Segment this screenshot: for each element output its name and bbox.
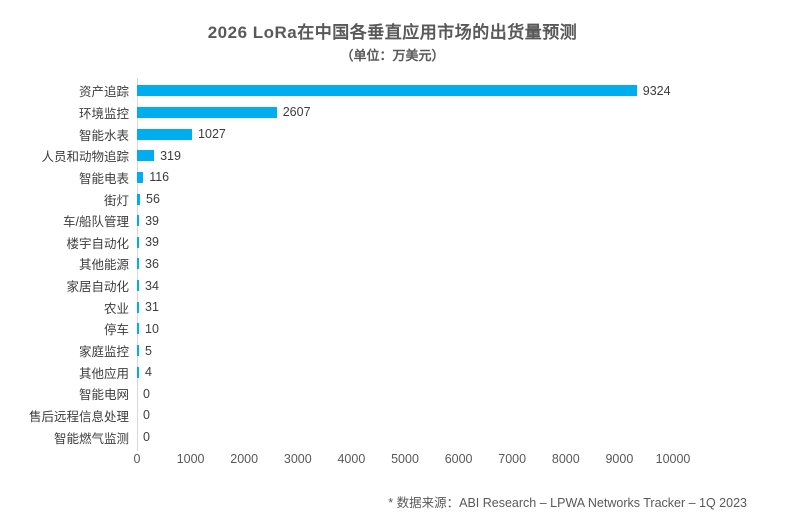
bar-track: 39 [137, 231, 774, 253]
bar-track: 10 [137, 318, 774, 340]
bar-track: 1027 [137, 123, 774, 145]
bar-track: 0 [137, 405, 774, 427]
x-tick-label: 3000 [283, 452, 312, 466]
plot-area: 资产追踪 9324 环境监控 2607 智能水表 1027 人员和动物追踪 319 智能电表 11… [12, 78, 774, 451]
value-label: 4 [145, 365, 152, 380]
category-label: 智能电表 [78, 171, 129, 186]
chart-title: 2026 LoRa在中国各垂直应用市场的出货量预测 [207, 23, 578, 42]
value-label: 116 [149, 170, 170, 185]
bar-track: 5 [137, 340, 774, 362]
bar-track: 0 [137, 426, 774, 448]
bar-row: 农业 31 [12, 296, 774, 318]
bar-row: 资产追踪 9324 [12, 80, 774, 102]
bar-track: 319 [137, 145, 774, 167]
bar-row: 智能燃气监测 0 [12, 426, 774, 448]
value-label: 31 [145, 300, 159, 315]
bar [137, 85, 637, 97]
bar [137, 258, 139, 270]
bar [137, 366, 139, 378]
bar-row: 其他能源 36 [12, 253, 774, 275]
bar-track: 34 [137, 275, 774, 297]
bar-row: 其他应用 4 [12, 361, 774, 383]
category-label: 环境监控 [78, 106, 129, 121]
value-label: 39 [145, 235, 159, 250]
bar-row: 售后远程信息处理 0 [12, 405, 774, 427]
category-label: 人员和动物追踪 [41, 150, 129, 165]
bar-row: 楼宇自动化 39 [12, 231, 774, 253]
bar-track: 36 [137, 253, 774, 275]
x-tick-label: 2000 [230, 452, 259, 466]
bar [137, 236, 140, 248]
bar-track: 56 [137, 188, 774, 210]
category-label: 家庭监控 [78, 345, 129, 359]
value-label: 10 [145, 321, 159, 336]
bar [137, 345, 139, 356]
bar-track: 4 [137, 361, 774, 383]
category-label: 家居自动化 [66, 280, 129, 295]
x-tick-label: 10000 [655, 452, 691, 466]
value-label: 9324 [642, 83, 671, 98]
bar-row: 家庭监控 5 [12, 340, 774, 362]
bar [137, 193, 140, 205]
bar [137, 171, 144, 183]
x-tick-label: 5000 [391, 452, 419, 466]
x-tick-label: 6000 [444, 452, 473, 466]
bar [137, 301, 139, 313]
x-tick-label: 1000 [176, 452, 205, 466]
x-tick-label: 8000 [551, 452, 580, 466]
bar-row: 智能电网 0 [12, 383, 774, 405]
bar-row: 车/船队管理 39 [12, 210, 774, 232]
x-tick-label: 7000 [498, 452, 527, 466]
bar [137, 128, 193, 140]
bar [137, 323, 139, 335]
category-label: 其他能源 [78, 258, 129, 273]
value-label: 2607 [282, 105, 311, 120]
bar-track: 31 [137, 296, 774, 318]
category-label: 楼宇自动化 [66, 236, 129, 251]
bar-row: 人员和动物追踪 319 [12, 145, 774, 167]
value-label: 56 [146, 192, 160, 207]
category-label: 车/船队管理 [63, 215, 129, 230]
category-label: 停车 [103, 323, 129, 338]
value-label: 1027 [198, 127, 226, 142]
chart-subtitle: （单位：万美元） [340, 48, 445, 63]
value-label: 34 [145, 278, 159, 293]
bar [137, 215, 140, 227]
category-label: 其他应用 [78, 366, 129, 381]
bar [137, 280, 139, 292]
category-label: 街灯 [103, 193, 129, 208]
x-axis: 0 1000 2000 3000 4000 5000 6000 7000 8000 9000 100… [12, 452, 774, 468]
value-label: 5 [145, 343, 152, 358]
value-label: 319 [160, 148, 181, 163]
category-label: 智能水表 [78, 128, 129, 143]
bar-row: 街灯 56 [12, 188, 774, 210]
bar-row: 家居自动化 34 [12, 275, 774, 297]
x-tick-label: 4000 [337, 452, 366, 466]
value-label: 0 [143, 408, 150, 423]
bar-row: 环境监控 2607 [12, 102, 774, 124]
bar-track: 0 [137, 383, 774, 405]
category-label: 资产追踪 [78, 85, 129, 100]
x-tick-label: 9000 [605, 452, 634, 466]
x-tick-label: 0 [133, 452, 141, 466]
bar [137, 106, 277, 118]
value-label: 0 [143, 386, 150, 401]
value-label: 36 [145, 256, 159, 271]
bar-track: 2607 [137, 102, 774, 124]
category-label: 农业 [103, 301, 129, 316]
bar-track: 116 [137, 167, 774, 189]
value-label: 0 [143, 430, 150, 445]
category-label: 售后远程信息处理 [28, 409, 129, 424]
source-note: * 数据来源：ABI Research – LPWA Networks Trac… [388, 496, 747, 510]
bar-track: 39 [137, 210, 774, 232]
value-label: 39 [145, 213, 159, 228]
category-label: 智能燃气监测 [53, 431, 129, 446]
bar-track: 9324 [137, 80, 774, 102]
bar [137, 150, 155, 162]
bar-row: 智能水表 1027 [12, 123, 774, 145]
category-label: 智能电网 [78, 388, 129, 403]
bar-row: 智能电表 116 [12, 167, 774, 189]
bar-row: 停车 10 [12, 318, 774, 340]
